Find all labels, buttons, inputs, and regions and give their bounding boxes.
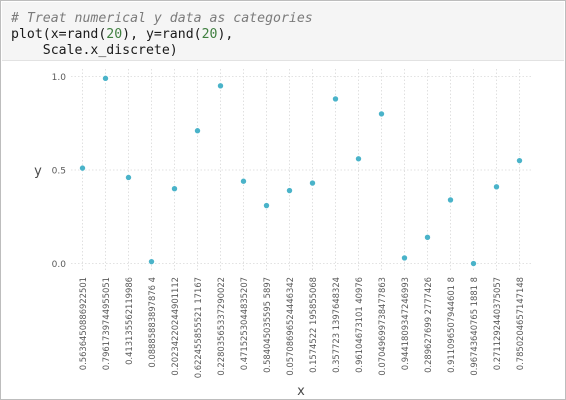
x-tick-label: 0.05708696524446342 xyxy=(285,277,295,376)
data-point xyxy=(308,179,316,187)
code-token: ), y=rand( xyxy=(122,27,202,42)
data-point xyxy=(79,164,87,172)
x-tick-label: 0.96743640765 1881 8 xyxy=(469,277,479,376)
x-tick-label: 0.08885883897876 4 xyxy=(147,277,157,368)
data-point xyxy=(354,155,362,163)
data-point xyxy=(125,173,133,181)
x-tick-label: 0.622455855521 17167 xyxy=(193,277,203,378)
code-line-scale: Scale.x_discrete) xyxy=(11,43,178,58)
data-point xyxy=(262,202,270,210)
x-tick-label: 0.357723 1397648324 xyxy=(331,277,341,373)
code-comment: # Treat numerical y data as categories xyxy=(11,11,313,26)
code-line-plot-call: plot(x=rand(20), y=rand(20), xyxy=(11,27,233,42)
x-tick-label: 0.1574522 195855068 xyxy=(308,277,318,373)
data-point xyxy=(102,74,110,82)
y-tick-label: 0.0 xyxy=(52,260,67,270)
scatter-plot: 0.0 0.5 1.0 y 0.5636450886922501 0.7961739744… xyxy=(34,69,531,399)
data-point xyxy=(492,183,500,191)
x-tick-label: 0.5636450886922501 xyxy=(78,277,88,370)
code-token: ), xyxy=(217,27,234,42)
data-point xyxy=(285,187,293,195)
x-tick-label: 0.584045035595 5897 xyxy=(262,277,272,373)
code-token: plot(x=rand( xyxy=(11,27,107,42)
data-point xyxy=(446,196,454,204)
data-point xyxy=(193,127,201,135)
x-axis-label: x xyxy=(297,384,305,399)
data-point xyxy=(400,254,408,262)
data-point xyxy=(170,185,178,193)
data-point xyxy=(331,95,339,103)
y-tick-label: 0.5 xyxy=(52,167,66,177)
x-tick-label: 0.7961739744955051 xyxy=(101,277,111,370)
data-point xyxy=(516,157,524,165)
x-tick-label: 0.07049699738477863 xyxy=(377,277,387,376)
x-tick-label: 0.9441809347246993 xyxy=(400,277,410,370)
data-point xyxy=(216,82,224,90)
code-number: 20 xyxy=(106,27,123,42)
data-point xyxy=(239,177,247,185)
code-cell[interactable]: # Treat numerical y data as categories p… xyxy=(2,2,564,61)
x-tick-label: 0.4715253044835207 xyxy=(239,277,249,370)
x-tick-label: 0.22803565337290022 xyxy=(216,277,226,376)
x-tick-label: 0.289627699 2777426 xyxy=(423,277,433,373)
y-axis-label: y xyxy=(34,164,42,179)
x-tick-label: 0.413135562119986 xyxy=(124,277,134,365)
y-tick-label: 1.0 xyxy=(52,73,67,83)
x-tick-label: 0.96104673101 40976 xyxy=(354,277,364,373)
data-point xyxy=(469,260,477,268)
x-tick-label: 0.7850204657147148 xyxy=(515,277,525,370)
x-tick-label: 0.911096507944601 8 xyxy=(446,277,456,373)
x-tick-label: 0.20234220244901112 xyxy=(170,277,180,376)
data-point xyxy=(147,258,155,266)
code-number: 20 xyxy=(201,27,218,42)
data-point xyxy=(377,110,385,118)
x-tick-label: 0.2711292440375057 xyxy=(492,277,502,370)
data-point xyxy=(423,233,431,241)
